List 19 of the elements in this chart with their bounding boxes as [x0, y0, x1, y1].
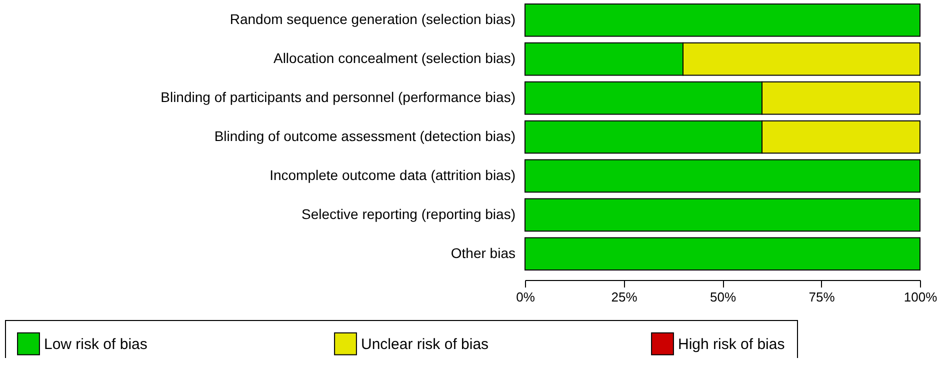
y-tick-label: Incomplete outcome data (attrition bias) [270, 166, 516, 183]
legend-label: Low risk of bias [44, 336, 148, 353]
x-tick-label: 75% [808, 290, 836, 304]
y-tick-label: Allocation concealment (selection bias) [273, 50, 516, 66]
bar [524, 159, 920, 193]
bar [524, 3, 920, 37]
y-tick-label: Selective reporting (reporting bias) [302, 206, 516, 222]
y-tick-label: Other bias [450, 244, 516, 261]
y-tick-label: Blinding of outcome assessment (detection bias) [214, 128, 516, 144]
x-tick-label: 25% [611, 290, 638, 304]
legend-label: High risk of bias [678, 336, 785, 353]
legend-label: Unclear risk of bias [361, 336, 489, 353]
bar [524, 198, 920, 232]
y-tick-label: Blinding of participants and personnel (performance bias) [160, 89, 516, 106]
x-tick-label: 100% [904, 290, 938, 304]
x-tick-label: 0% [516, 290, 536, 304]
x-tick-label: 50% [710, 290, 736, 304]
y-tick-label: Random sequence generation (selection bias) [230, 11, 516, 28]
bar [524, 237, 920, 271]
